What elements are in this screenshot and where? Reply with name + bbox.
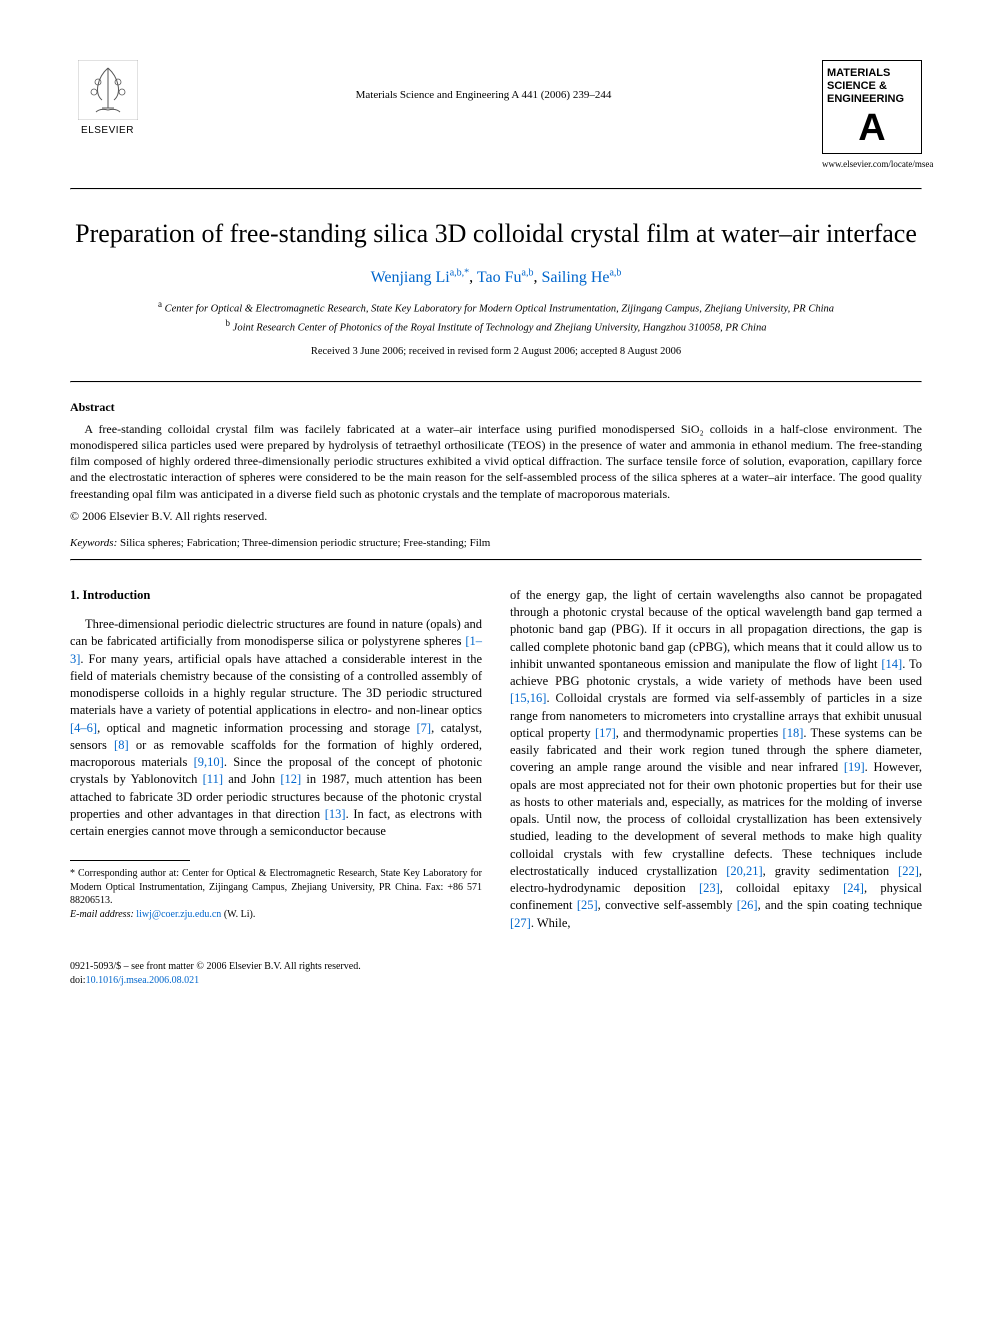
- doi-line: doi:10.1016/j.msea.2006.08.021: [70, 974, 922, 988]
- ref-24[interactable]: [24]: [843, 881, 864, 895]
- publisher-name: ELSEVIER: [70, 124, 145, 138]
- corr-email-suffix: (W. Li).: [224, 909, 256, 920]
- affiliation-a: a Center for Optical & Electromagnetic R…: [70, 298, 922, 317]
- author-1-marks: a,b,*: [450, 267, 469, 278]
- affil-a-mark: a: [158, 299, 162, 309]
- r11: , convective self-assembly: [598, 898, 737, 912]
- corr-author-text: * Corresponding author at: Center for Op…: [70, 867, 482, 908]
- journal-url: www.elsevier.com/locate/msea: [822, 158, 922, 170]
- ref-20-21[interactable]: [20,21]: [726, 864, 762, 878]
- keywords-label: Keywords:: [70, 537, 117, 549]
- column-left: 1. Introduction Three-dimensional period…: [70, 587, 482, 932]
- abstract-bottom-rule: [70, 559, 922, 561]
- ref-27[interactable]: [27]: [510, 916, 531, 930]
- author-1: Wenjiang Lia,b,*: [371, 269, 470, 286]
- journal-logo-title: MATERIALS SCIENCE & ENGINEERING: [827, 67, 917, 107]
- t2: . For many years, artificial opals have …: [70, 652, 482, 718]
- intro-para-col1: Three-dimensional periodic dielectric st…: [70, 616, 482, 840]
- ref-4-6[interactable]: [4–6]: [70, 721, 97, 735]
- ref-8[interactable]: [8]: [114, 738, 129, 752]
- corresponding-footnote: * Corresponding author at: Center for Op…: [70, 867, 482, 921]
- footnote-rule: [70, 860, 190, 861]
- affiliations: a Center for Optical & Electromagnetic R…: [70, 298, 922, 336]
- corr-email-link[interactable]: liwj@coer.zju.edu.cn: [136, 909, 221, 920]
- author-1-link[interactable]: Wenjiang Li: [371, 269, 450, 286]
- r13: . While,: [531, 916, 571, 930]
- affil-a-text: Center for Optical & Electromagnetic Res…: [165, 304, 834, 315]
- author-3: Sailing Hea,b: [541, 269, 621, 286]
- author-3-marks: a,b: [609, 267, 621, 278]
- r12: , and the spin coating technique: [758, 898, 922, 912]
- ref-14[interactable]: [14]: [881, 657, 902, 671]
- intro-para-col2: of the energy gap, the light of certain …: [510, 587, 922, 932]
- body-columns: 1. Introduction Three-dimensional period…: [70, 587, 922, 932]
- r7: , gravity sedimentation: [763, 864, 898, 878]
- abstract-heading: Abstract: [70, 399, 922, 415]
- r9: , colloidal epitaxy: [720, 881, 843, 895]
- doi-label: doi:: [70, 975, 86, 986]
- header-rule: [70, 188, 922, 190]
- section-1-heading: 1. Introduction: [70, 587, 482, 604]
- abstract-copyright: © 2006 Elsevier B.V. All rights reserved…: [70, 508, 922, 524]
- r6: . However, opals are most appreciated no…: [510, 760, 922, 878]
- ref-17[interactable]: [17]: [595, 726, 616, 740]
- ref-18[interactable]: [18]: [783, 726, 804, 740]
- journal-reference: Materials Science and Engineering A 441 …: [145, 60, 822, 103]
- affil-b-mark: b: [226, 318, 231, 328]
- keywords: Keywords: Silica spheres; Fabrication; T…: [70, 536, 922, 551]
- affiliation-b: b Joint Research Center of Photonics of …: [70, 317, 922, 336]
- ref-13[interactable]: [13]: [325, 807, 346, 821]
- footer-meta: 0921-5093/$ – see front matter © 2006 El…: [70, 960, 922, 988]
- t7: and John: [223, 772, 280, 786]
- ref-11[interactable]: [11]: [203, 772, 223, 786]
- ref-25[interactable]: [25]: [577, 898, 598, 912]
- publisher-logo: ELSEVIER: [70, 60, 145, 138]
- article-title: Preparation of free-standing silica 3D c…: [70, 218, 922, 251]
- r4: , and thermodynamic properties: [616, 726, 783, 740]
- ref-22[interactable]: [22]: [898, 864, 919, 878]
- ref-9-10[interactable]: [9,10]: [194, 755, 224, 769]
- t3: , optical and magnetic information proce…: [97, 721, 416, 735]
- ref-7[interactable]: [7]: [417, 721, 432, 735]
- author-2-marks: a,b: [522, 267, 534, 278]
- keywords-text: Silica spheres; Fabrication; Three-dimen…: [120, 537, 490, 549]
- ref-26[interactable]: [26]: [737, 898, 758, 912]
- ref-12[interactable]: [12]: [280, 772, 301, 786]
- authors-line: Wenjiang Lia,b,*, Tao Fua,b, Sailing Hea…: [70, 266, 922, 288]
- r1: of the energy gap, the light of certain …: [510, 588, 922, 671]
- header-row: ELSEVIER Materials Science and Engineeri…: [70, 60, 922, 170]
- author-3-link[interactable]: Sailing He: [541, 269, 609, 286]
- column-right: of the energy gap, the light of certain …: [510, 587, 922, 932]
- abstract-text: A free-standing colloidal crystal film w…: [70, 421, 922, 502]
- corr-email-line: E-mail address: liwj@coer.zju.edu.cn (W.…: [70, 908, 482, 922]
- affil-b-text: Joint Research Center of Photonics of th…: [233, 323, 767, 334]
- ref-19[interactable]: [19]: [844, 760, 865, 774]
- journal-logo-box: MATERIALS SCIENCE & ENGINEERING A: [822, 60, 922, 154]
- issn-line: 0921-5093/$ – see front matter © 2006 El…: [70, 960, 922, 974]
- abstract-top-rule: [70, 381, 922, 383]
- email-label: E-mail address:: [70, 909, 134, 920]
- ref-23[interactable]: [23]: [699, 881, 720, 895]
- ref-15-16[interactable]: [15,16]: [510, 691, 546, 705]
- article-dates: Received 3 June 2006; received in revise…: [70, 345, 922, 359]
- t1: Three-dimensional periodic dielectric st…: [70, 617, 482, 648]
- journal-logo-letter: A: [827, 109, 917, 147]
- journal-logo: MATERIALS SCIENCE & ENGINEERING A www.el…: [822, 60, 922, 170]
- author-2: Tao Fua,b: [477, 269, 534, 286]
- author-2-link[interactable]: Tao Fu: [477, 269, 522, 286]
- doi-link[interactable]: 10.1016/j.msea.2006.08.021: [86, 975, 200, 986]
- elsevier-tree-icon: [78, 60, 138, 120]
